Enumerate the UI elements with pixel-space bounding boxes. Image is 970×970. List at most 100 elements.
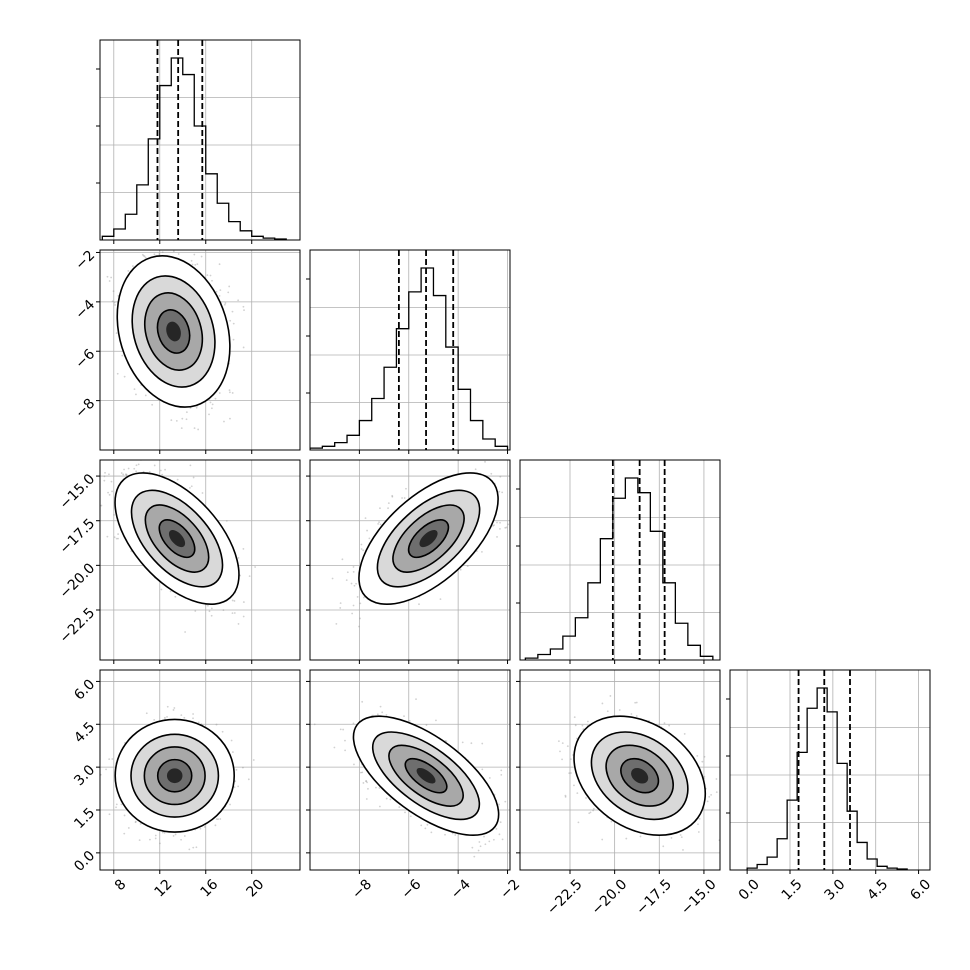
histogram-step: [310, 267, 509, 450]
sample-point: [123, 375, 126, 378]
sample-point: [341, 558, 344, 561]
sample-point: [242, 305, 245, 308]
sample-point: [127, 270, 130, 272]
sample-point: [134, 820, 137, 823]
sample-point: [123, 468, 125, 471]
sample-point: [106, 275, 109, 278]
sample-point: [163, 716, 166, 719]
sample-point: [194, 263, 197, 266]
sample-point: [377, 523, 380, 525]
panel-frame: [309, 249, 511, 451]
sample-point: [359, 617, 361, 620]
sample-point: [248, 575, 251, 578]
sample-point: [439, 598, 442, 601]
sample-point: [352, 604, 355, 607]
hist-panel-1: [306, 249, 511, 451]
density-peak: [419, 529, 438, 548]
sample-point: [153, 718, 156, 721]
sample-point: [151, 403, 154, 406]
sample-point: [127, 827, 130, 829]
sample-point: [206, 604, 209, 607]
sample-point: [129, 456, 131, 458]
sample-point: [221, 730, 224, 733]
sample-point: [493, 524, 495, 527]
sample-point: [474, 468, 477, 471]
sample-point: [108, 813, 111, 816]
sample-point: [166, 705, 169, 708]
sample-point: [466, 565, 469, 568]
sample-point: [356, 596, 359, 598]
density-panel-0-2: [96, 453, 301, 664]
sample-point: [231, 599, 234, 602]
sample-point: [121, 354, 124, 357]
sample-point: [116, 372, 119, 375]
sample-point: [176, 478, 179, 481]
sample-point: [237, 556, 240, 559]
sample-point: [368, 537, 371, 540]
sample-point: [103, 475, 106, 478]
sample-point: [391, 494, 394, 497]
sample-point: [111, 300, 114, 303]
sample-point: [210, 607, 213, 610]
sample-point: [209, 274, 212, 277]
sample-point: [180, 714, 183, 717]
sample-point: [138, 839, 141, 842]
sample-point: [211, 279, 213, 282]
sample-point: [193, 253, 196, 256]
sample-point: [195, 406, 198, 409]
sample-point: [110, 480, 113, 483]
sample-point: [364, 517, 367, 520]
sample-point: [498, 490, 501, 493]
sample-point: [230, 739, 233, 742]
sample-point: [165, 453, 167, 455]
sample-point: [108, 473, 110, 476]
sample-point: [103, 479, 106, 482]
sample-point: [401, 497, 403, 499]
sample-point: [496, 536, 498, 538]
sample-point: [233, 600, 236, 602]
density-layer: [310, 460, 527, 660]
sample-point: [229, 417, 231, 420]
sample-point: [183, 835, 186, 837]
sample-point: [242, 346, 245, 349]
sample-point: [206, 274, 209, 277]
sample-point: [335, 622, 338, 625]
sample-point: [117, 537, 119, 540]
sample-point: [352, 570, 355, 573]
sample-point: [379, 523, 382, 526]
sample-point: [223, 420, 225, 423]
sample-point: [490, 472, 493, 475]
sample-point: [351, 612, 354, 615]
sample-point: [224, 302, 227, 304]
sample-point: [339, 607, 342, 609]
sample-point: [153, 253, 156, 256]
sample-point: [228, 285, 231, 288]
sample-point: [135, 470, 138, 473]
sample-point: [247, 778, 250, 781]
sample-point: [352, 566, 355, 568]
sample-point: [525, 470, 527, 472]
sample-point: [185, 411, 188, 414]
sample-point: [242, 615, 245, 618]
sample-point: [191, 263, 194, 266]
sample-point: [366, 529, 368, 532]
sample-point: [108, 280, 111, 282]
sample-point: [346, 571, 349, 574]
sample-point: [231, 392, 234, 394]
sample-point: [227, 291, 230, 294]
sample-point: [125, 474, 128, 477]
sample-point: [161, 251, 164, 254]
sample-point: [405, 487, 407, 490]
sample-point: [507, 523, 510, 526]
sample-point: [163, 831, 166, 834]
sample-point: [113, 301, 116, 304]
sample-point: [496, 521, 498, 524]
sample-point: [225, 519, 228, 522]
sample-point: [513, 514, 515, 516]
histogram-step: [524, 477, 714, 660]
sample-point: [192, 476, 195, 479]
sample-point: [115, 803, 118, 806]
sample-point: [115, 332, 118, 335]
sample-point: [190, 485, 193, 488]
hist-panel-3: [726, 669, 931, 871]
